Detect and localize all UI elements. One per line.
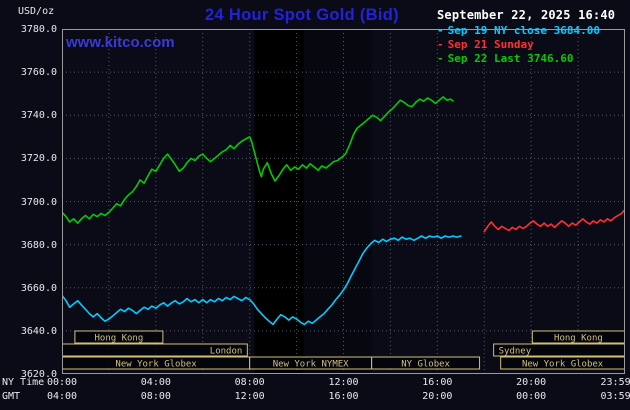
market-session-label: Hong Kong (554, 334, 603, 344)
price-line-sep21 (483, 209, 625, 233)
legend-swatch: - (437, 52, 444, 65)
ny-time-tick: 20:00 (516, 377, 547, 388)
y-tick-label: 3620.0 (20, 369, 57, 380)
price-line-sep22 (62, 96, 454, 224)
y-tick-label: 3640.0 (20, 325, 57, 337)
y-tick-label: 3700.0 (20, 196, 57, 208)
market-session-label: London (210, 347, 243, 357)
unit-label: USD/oz (18, 6, 55, 17)
market-session-label: Hong Kong (94, 334, 143, 344)
market-session-label: New York Globex (522, 360, 604, 370)
gmt-tick: 12:00 (234, 391, 265, 402)
y-tick-label: 3680.0 (20, 239, 57, 251)
ny-time-tick: 04:00 (140, 377, 171, 388)
gmt-tick: 16:00 (328, 391, 359, 402)
ny-time-tick: 08:00 (234, 377, 265, 388)
gmt-axis-label: GMT (2, 391, 21, 402)
y-tick-label: 3720.0 (20, 153, 57, 165)
page-title: 24 Hour Spot Gold (Bid) (205, 6, 399, 24)
plot-border (62, 29, 625, 374)
legend-swatch: - (437, 24, 444, 37)
ny-time-tick: 00:00 (46, 377, 78, 388)
datetime-label: September 22, 2025 16:40 (437, 8, 616, 22)
market-session-box (371, 356, 481, 370)
x-axis-ny-row: 00:00 04:00 08:00 12:00 16:00 20:00 23:59 (0, 377, 630, 389)
y-tick-label: 3760.0 (20, 67, 57, 79)
y-tick-label: 3780.0 (20, 24, 57, 35)
ny-time-tick: 23:59 (600, 377, 630, 388)
ny-time-tick: 16:00 (422, 377, 453, 388)
legend-label: Sep 21 Sunday (447, 38, 534, 51)
market-session-label: New York NYMEX (273, 360, 349, 370)
y-tick-label: 3660.0 (20, 282, 57, 294)
market-session-label: NY Globex (401, 360, 450, 370)
legend-item: - Sep 21 Sunday (437, 38, 600, 52)
price-line-sep19 (62, 235, 462, 326)
legend-item: - Sep 19 NY close 3684.00 (437, 24, 600, 38)
chart-svg: Hong Kong Hong Kong London Sydney New York G… (62, 29, 625, 374)
legend-label: Sep 19 NY close 3684.00 (447, 24, 600, 37)
ny-time-axis-label: NY Time (2, 377, 45, 388)
gmt-tick: 03:59 (600, 391, 630, 402)
gmt-tick: 20:00 (422, 391, 453, 402)
y-tick-label: 3740.0 (20, 110, 57, 122)
ny-time-tick: 12:00 (328, 377, 359, 388)
legend-item: - Sep 22 Last 3746.60 (437, 52, 600, 66)
kitco-watermark-link[interactable]: www.kitco.com (66, 34, 175, 51)
market-session-label: New York Globex (115, 360, 197, 370)
gmt-tick: 04:00 (46, 391, 78, 402)
legend-swatch: - (437, 38, 444, 51)
gmt-tick: 08:00 (140, 391, 171, 402)
x-axis-gmt-row: 04:00 08:00 12:00 16:00 20:00 00:00 03:59 (0, 391, 630, 403)
gmt-tick: 00:00 (516, 391, 547, 402)
legend: - Sep 19 NY close 3684.00- Sep 21 Sunday - S… (437, 24, 600, 66)
legend-label: Sep 22 Last 3746.60 (447, 52, 574, 65)
market-session-box (74, 330, 164, 344)
market-session-label: Sydney (499, 347, 532, 357)
